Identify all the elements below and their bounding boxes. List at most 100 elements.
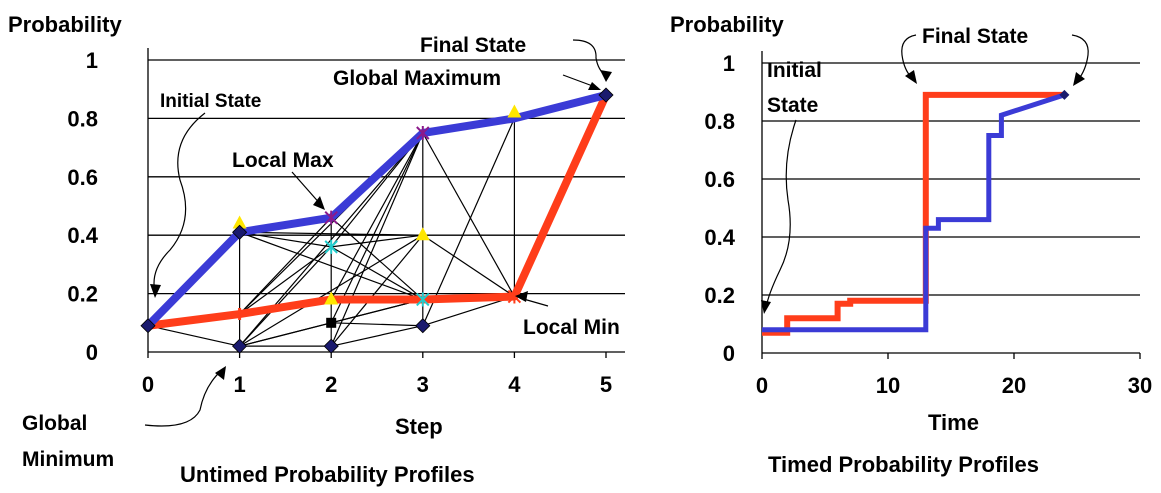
marker-triangle-14: [507, 104, 522, 118]
right-ylabel: Probability: [670, 12, 784, 37]
left-title: Untimed Probability Profiles: [180, 462, 475, 487]
left-axes: [147, 48, 625, 358]
annotation-global-maximum: Global Maximum: [333, 67, 501, 90]
global-maximum-arrowhead: [588, 82, 601, 90]
marker-asterisk-10: [416, 126, 430, 140]
right-title: Timed Probability Profiles: [768, 452, 1039, 477]
global-minimum-arrow: [144, 369, 223, 427]
timed-final-marker: [1059, 89, 1070, 100]
edge-22: [330, 132, 424, 324]
series-min-path: [144, 91, 610, 330]
local-min-arrowhead: [515, 291, 528, 302]
right-y-tick-label-0: 0: [723, 341, 735, 366]
edge-32: [422, 295, 515, 327]
left-y-tick-label-4: 0.8: [67, 106, 98, 131]
left-x-tick-label-4: 4: [508, 372, 521, 397]
left-y-tick-label-2: 0.4: [67, 223, 98, 248]
left-x-tick-label-1: 1: [233, 372, 245, 397]
right-y-tick-label-5: 1: [723, 51, 735, 76]
right-y-tick-label-1: 0.2: [704, 283, 735, 308]
marker-diamond-0: [140, 318, 156, 334]
marker-triangle-11: [415, 227, 430, 241]
annotation-global: Global: [22, 412, 87, 435]
marker-diamond-13: [415, 318, 431, 334]
marker-cross-3: [233, 308, 246, 321]
left-y-tick-label-1: 0.2: [67, 282, 98, 307]
final-state-left-arrow: [901, 34, 917, 79]
edge-7: [239, 217, 332, 315]
timed-series-red: [762, 91, 1065, 336]
final-state-right-arrow: [1071, 34, 1089, 81]
left-tick-labels: 0 1 2 3 4 5 0 0.2 0.4 0.6 0.8 1: [67, 48, 612, 397]
right-tick-labels: 0 10 20 30 0 0.2 0.4 0.6 0.8 1: [704, 51, 1152, 398]
marker-diamond-16: [598, 87, 614, 103]
global-minimum-arrowhead: [215, 366, 226, 380]
right-series: [762, 89, 1070, 336]
left-x-tick-label-5: 5: [600, 372, 612, 397]
marker-diamond-2: [232, 224, 248, 240]
initial-state-arrowhead: [150, 284, 161, 298]
marker-asterisk-15: [507, 289, 522, 304]
right-x-tick-label-1: 10: [876, 373, 900, 398]
left-arrowheads: [150, 70, 612, 380]
untimed-chart: 0 1 2 3 4 5 0 0.2 0.4 0.6 0.8 1 Probability Step Un…: [8, 12, 625, 487]
left-x-tick-label-2: 2: [325, 372, 337, 397]
right-annotation-arrows: [765, 34, 1089, 309]
final-state-arrowhead: [600, 70, 612, 82]
edge-17: [330, 217, 424, 300]
left-ylabel: Probability: [8, 12, 122, 37]
right-y-tick-label-3: 0.6: [704, 167, 735, 192]
edge-26: [330, 234, 424, 347]
local-max-arrowhead: [313, 196, 325, 210]
right-arrowheads: [761, 70, 1085, 314]
annotation-local-max: Local Max: [232, 149, 334, 172]
edge-0: [147, 325, 240, 347]
edge-25: [330, 132, 424, 347]
edge-29: [422, 132, 515, 297]
left-y-tick-label-5: 1: [86, 48, 98, 73]
left-x-tick-label-3: 3: [417, 372, 429, 397]
right-y-tick-label-4: 0.8: [704, 109, 735, 134]
right-gridlines: [762, 62, 1140, 296]
left-y-tick-label-3: 0.6: [67, 165, 98, 190]
left-xlabel: Step: [395, 414, 443, 439]
annotation-final-state-right: Final State: [922, 25, 1028, 48]
series-max-path: [144, 91, 610, 330]
initial-state-arrow-right: [765, 119, 797, 309]
annotation-final-state-left: Final State: [420, 34, 526, 57]
right-x-tick-label-0: 0: [756, 373, 768, 398]
left-state-markers: [140, 87, 614, 354]
edge-21: [330, 132, 424, 300]
marker-diamond-4: [232, 338, 248, 354]
final-state-left-arrowhead: [905, 70, 917, 84]
annotation-local-min: Local Min: [523, 316, 620, 339]
left-series: [144, 91, 610, 330]
timed-chart: 0 10 20 30 0 0.2 0.4 0.6 0.8 1 Probability Time T…: [670, 12, 1152, 477]
right-xlabel: Time: [928, 410, 979, 435]
marker-asterisk-6: [324, 239, 338, 254]
annotation-initial: Initial: [767, 59, 822, 82]
initial-state-arrow: [153, 112, 206, 293]
marker-asterisk-12: [416, 292, 430, 307]
edge-30: [422, 234, 515, 298]
marker-diamond-9: [323, 338, 339, 354]
right-y-tick-label-2: 0.4: [704, 225, 735, 250]
edge-4: [239, 231, 332, 248]
annotation-state: State: [767, 94, 818, 117]
annotation-minimum: Minimum: [22, 448, 114, 471]
initial-state-arrowhead-right: [761, 300, 771, 314]
marker-triangle-1: [232, 215, 247, 229]
annotation-initial-state-left: Initial State: [160, 91, 261, 112]
edge-31: [422, 118, 515, 326]
left-x-tick-label-0: 0: [142, 372, 154, 397]
right-x-tick-label-3: 30: [1128, 373, 1152, 398]
edge-24: [331, 322, 423, 327]
edge-10: [239, 246, 332, 347]
marker-square-8: [326, 317, 337, 328]
timed-series-blue: [762, 92, 1066, 333]
right-x-tick-label-2: 20: [1002, 373, 1026, 398]
edge-27: [331, 325, 423, 347]
edge-20: [330, 246, 424, 300]
left-y-tick-label-0: 0: [86, 340, 98, 365]
